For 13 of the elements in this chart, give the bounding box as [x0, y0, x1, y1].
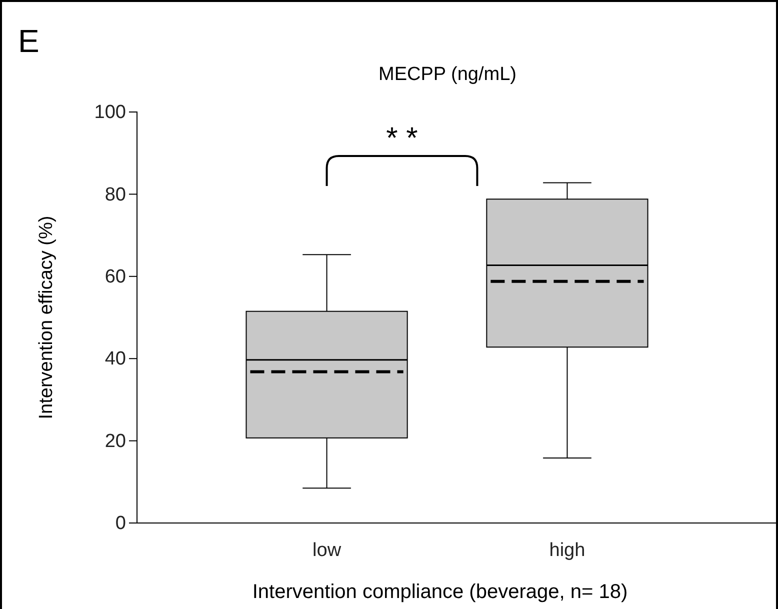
- y-tick-label: 60: [104, 266, 126, 288]
- x-axis-title: Intervention compliance (beverage, n= 18): [252, 581, 628, 603]
- annotation: * *: [386, 122, 418, 155]
- y-tick-label: 0: [115, 513, 126, 534]
- chart-title: MECPP (ng/mL): [378, 64, 516, 85]
- x-tick-label: low: [312, 540, 342, 561]
- y-tick-label: 80: [104, 184, 126, 206]
- y-tick-label: 100: [94, 102, 126, 124]
- y-axis-title: Intervention efficacy (%): [36, 216, 57, 420]
- y-tick-label: 40: [104, 348, 126, 370]
- text: E: [18, 23, 40, 59]
- x-tick-label: high: [549, 540, 586, 561]
- y-tick-label: 20: [104, 430, 126, 452]
